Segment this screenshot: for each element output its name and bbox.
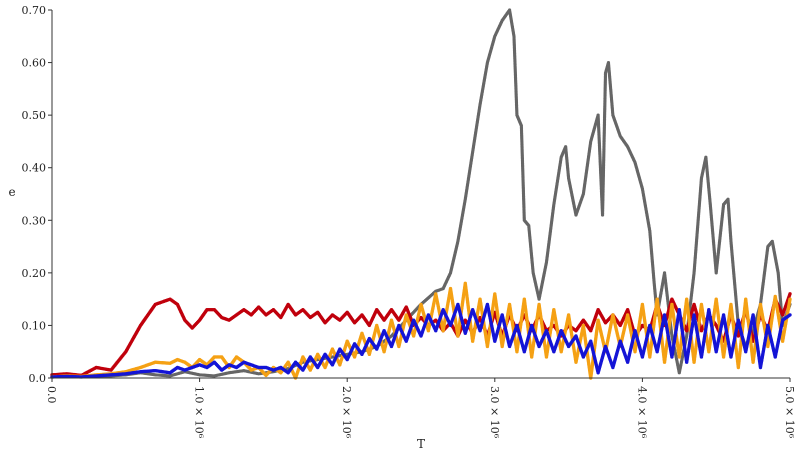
series-layer xyxy=(50,8,792,380)
plot-area xyxy=(50,8,792,380)
data-point xyxy=(788,292,792,296)
data-point xyxy=(788,297,792,301)
